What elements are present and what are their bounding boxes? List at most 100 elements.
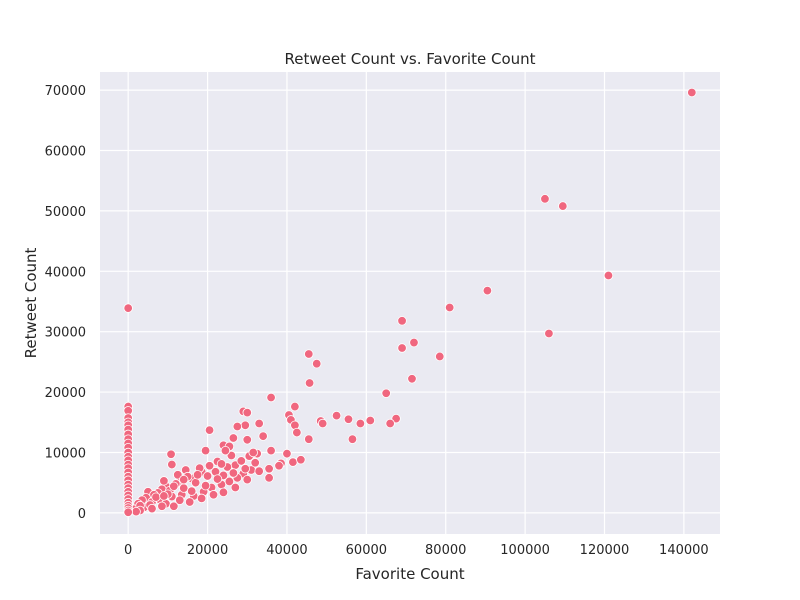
scatter-point bbox=[169, 481, 179, 491]
scatter-point bbox=[266, 445, 276, 456]
scatter-point bbox=[274, 461, 284, 471]
scatter-point bbox=[242, 407, 252, 418]
scatter-point bbox=[175, 495, 185, 505]
scatter-point bbox=[385, 418, 395, 429]
scatter-point bbox=[248, 447, 258, 458]
scatter-point bbox=[186, 486, 197, 496]
scatter-point bbox=[250, 458, 260, 468]
scatter-point bbox=[603, 270, 614, 281]
scatter-point bbox=[200, 445, 211, 456]
scatter-point bbox=[397, 343, 407, 353]
scatter-point bbox=[258, 431, 268, 441]
scatter-point bbox=[282, 448, 292, 459]
scatter-point bbox=[687, 87, 697, 98]
scatter-point bbox=[169, 501, 179, 511]
scatter-point bbox=[264, 464, 274, 474]
x-tick-label: 60000 bbox=[346, 543, 387, 558]
scatter-point bbox=[228, 433, 239, 443]
scatter-point bbox=[266, 392, 276, 403]
x-tick-label: 40000 bbox=[266, 543, 307, 558]
plot-area bbox=[100, 72, 720, 534]
y-tick-label: 30000 bbox=[45, 326, 86, 341]
scatter-point bbox=[179, 483, 189, 493]
x-axis-label: Favorite Count bbox=[355, 565, 464, 583]
scatter-point bbox=[192, 470, 203, 480]
scatter-point bbox=[381, 388, 391, 398]
y-tick-label: 60000 bbox=[45, 145, 86, 160]
x-tick-labels: 0 20000 40000 60000 80000 100000 120000 140000 bbox=[124, 543, 709, 558]
scatter-point bbox=[240, 420, 250, 430]
y-tick-label: 10000 bbox=[45, 446, 86, 461]
gridlines bbox=[100, 72, 720, 534]
scatter-point bbox=[317, 418, 328, 429]
scatter-point bbox=[179, 474, 189, 485]
scatter-point bbox=[331, 410, 342, 421]
scatter-point bbox=[254, 418, 264, 429]
x-tick-label: 0 bbox=[124, 543, 132, 558]
scatter-point bbox=[435, 351, 445, 362]
y-tick-label: 20000 bbox=[45, 386, 86, 401]
scatter-point bbox=[409, 337, 419, 348]
scatter-point bbox=[264, 473, 274, 483]
scatter-point bbox=[236, 456, 247, 466]
x-tick-label: 20000 bbox=[187, 543, 228, 558]
scatter-point bbox=[202, 471, 213, 481]
chart-title: Retweet Count vs. Favorite Count bbox=[284, 50, 535, 68]
scatter-point bbox=[304, 349, 314, 359]
scatter-point bbox=[290, 401, 300, 412]
scatter-point bbox=[212, 474, 223, 484]
y-tick-label: 70000 bbox=[45, 84, 86, 99]
scatter-point bbox=[242, 435, 252, 445]
scatter-point bbox=[159, 491, 169, 501]
scatter-point bbox=[444, 302, 455, 313]
scatter-point bbox=[355, 418, 366, 429]
scatter-point bbox=[540, 194, 550, 204]
scatter-point bbox=[218, 487, 229, 498]
scatter-point bbox=[228, 468, 239, 478]
scatter-point bbox=[312, 358, 322, 369]
scatter-point bbox=[558, 201, 568, 211]
scatter-point bbox=[131, 506, 141, 517]
x-tick-label: 120000 bbox=[580, 543, 630, 558]
y-tick-labels: 0 10000 20000 30000 40000 50000 60000 70000 bbox=[45, 84, 86, 522]
scatter-point bbox=[242, 474, 252, 485]
scatter-point bbox=[224, 476, 235, 487]
scatter-point bbox=[230, 482, 241, 493]
scatter-point bbox=[123, 507, 133, 517]
scatter-point bbox=[220, 445, 231, 456]
scatter-point bbox=[407, 374, 417, 384]
scatter-point bbox=[240, 464, 250, 474]
scatter-point bbox=[232, 421, 243, 432]
y-tick-label: 40000 bbox=[45, 265, 86, 280]
y-axis-label: Retweet Count bbox=[22, 247, 40, 358]
scatter-point bbox=[482, 285, 493, 296]
scatter-point bbox=[292, 427, 302, 438]
scatter-point bbox=[208, 490, 219, 500]
y-tick-label: 50000 bbox=[45, 205, 86, 220]
scatter-point bbox=[544, 328, 554, 339]
scatter-point bbox=[204, 461, 215, 471]
scatter-point bbox=[200, 480, 211, 491]
scatter-point bbox=[123, 303, 133, 313]
scatter-point bbox=[159, 476, 169, 486]
scatter-point bbox=[147, 503, 157, 514]
scatter-point bbox=[167, 459, 177, 470]
scatter-point bbox=[216, 459, 227, 469]
scatter-point bbox=[304, 378, 315, 388]
scatter-point bbox=[157, 501, 167, 511]
scatter-point bbox=[166, 449, 176, 459]
x-tick-label: 80000 bbox=[425, 543, 466, 558]
scatter-point bbox=[304, 434, 314, 444]
scatter-point bbox=[190, 477, 201, 488]
scatter-point bbox=[204, 425, 215, 435]
scatter-point bbox=[296, 455, 306, 465]
scatter-point bbox=[254, 466, 264, 476]
scatter-point bbox=[347, 434, 358, 444]
scatter-point bbox=[288, 457, 298, 467]
scatter-point bbox=[151, 492, 161, 502]
scatter-point bbox=[365, 415, 376, 426]
x-tick-label: 100000 bbox=[500, 543, 550, 558]
scatter-point bbox=[196, 493, 207, 504]
data-points bbox=[123, 87, 697, 517]
